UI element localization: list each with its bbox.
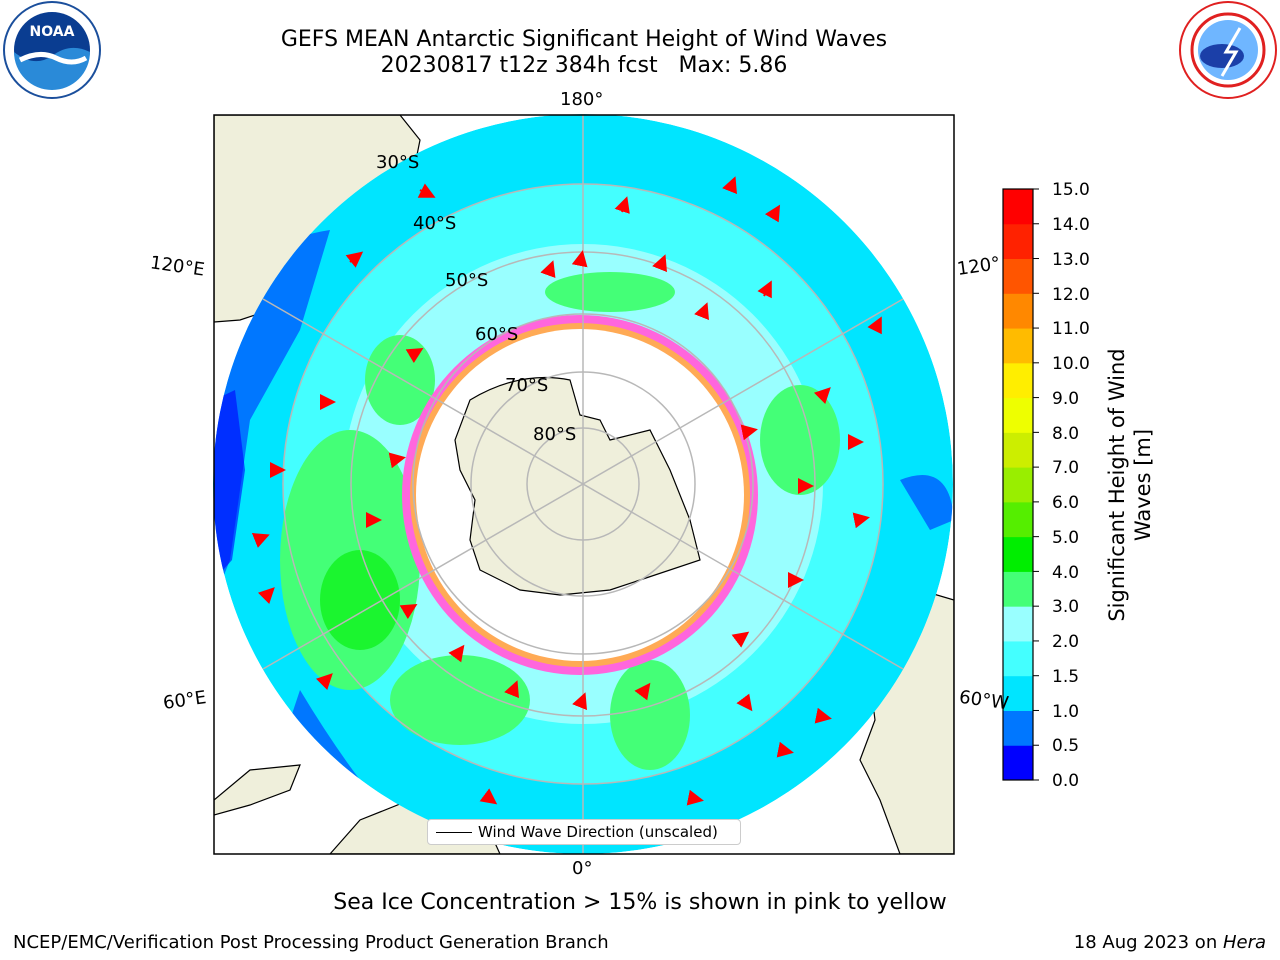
colorbar-tick: 13.0: [1052, 250, 1090, 270]
noaa-logo: NOAA: [3, 1, 101, 99]
map-frame: [213, 114, 955, 855]
footer-date: 18 Aug 2023 on Hera: [1074, 932, 1266, 953]
colorbar-tick: 11.0: [1052, 319, 1090, 339]
nws-logo: [1179, 1, 1277, 99]
colorbar-swatch: [1003, 710, 1033, 746]
lat-label-70s: 70°S: [505, 375, 549, 396]
footer-branch: NCEP/EMC/Verification Post Processing Pr…: [13, 932, 609, 953]
colorbar-label-line1: Significant Height of Wind: [1105, 348, 1129, 622]
colorbar-tick: 6.0: [1052, 493, 1080, 513]
colorbar-swatch: [1003, 328, 1033, 364]
colorbar-tick: 8.0: [1052, 424, 1080, 444]
colorbar-swatch: [1003, 293, 1033, 329]
lat-label-50s: 50°S: [445, 270, 489, 291]
lon-label-0: 0°: [572, 858, 593, 879]
colorbar-label: Significant Height of Wind Waves [m]: [1104, 335, 1156, 635]
legend-label: Wind Wave Direction (unscaled): [478, 823, 718, 841]
plot-title: GEFS MEAN Antarctic Significant Height o…: [280, 27, 888, 52]
legend-line-swatch: [436, 832, 472, 833]
lon-label-180: 180°: [560, 89, 604, 110]
colorbar-swatch: [1003, 432, 1033, 468]
colorbar-swatch: [1003, 606, 1033, 642]
colorbar-label-line2: Waves [m]: [1131, 428, 1155, 542]
colorbar-tick: 0.5: [1052, 736, 1080, 756]
colorbar-tick: 0.0: [1052, 771, 1080, 791]
graticule: [213, 114, 953, 854]
colorbar-tick: 9.0: [1052, 389, 1080, 409]
wave-height-field: [213, 114, 953, 854]
map-legend: Wind Wave Direction (unscaled): [427, 819, 741, 845]
wind-wave-arrows: [251, 176, 882, 806]
colorbar: [1002, 188, 1039, 781]
colorbar-tick: 14.0: [1052, 215, 1090, 235]
colorbar-tick: 2.0: [1052, 632, 1080, 652]
colorbar-tick: 1.0: [1052, 702, 1080, 722]
colorbar-tick: 12.0: [1052, 285, 1090, 305]
sea-ice-caption: Sea Ice Concentration > 15% is shown in …: [333, 890, 947, 915]
colorbar-tick: 5.0: [1052, 528, 1080, 548]
colorbar-tick: 7.0: [1052, 458, 1080, 478]
colorbar-swatch: [1003, 501, 1033, 538]
lat-label-60s: 60°S: [475, 324, 519, 345]
plot-subtitle: 20230817 t12z 384h fcst Max: 5.86: [380, 53, 788, 78]
colorbar-swatch: [1003, 397, 1033, 433]
lat-label-30s: 30°S: [376, 152, 420, 173]
colorbar-swatch: [1003, 571, 1033, 607]
colorbar-tick: 10.0: [1052, 354, 1090, 374]
colorbar-tick: 15.0: [1052, 180, 1090, 200]
footer-date-text: 18 Aug 2023 on: [1073, 932, 1223, 953]
lat-label-40s: 40°S: [413, 213, 457, 234]
svg-text:NOAA: NOAA: [30, 24, 75, 40]
colorbar-swatch: [1003, 745, 1033, 781]
colorbar-frame: [1002, 188, 1034, 781]
colorbar-swatch: [1003, 640, 1033, 677]
lat-label-80s: 80°S: [533, 424, 577, 445]
colorbar-swatch: [1003, 223, 1033, 260]
colorbar-swatch: [1003, 362, 1033, 399]
colorbar-swatch: [1003, 189, 1033, 225]
colorbar-swatch: [1003, 675, 1033, 711]
colorbar-swatch: [1003, 467, 1033, 503]
colorbar-swatch: [1003, 536, 1033, 572]
colorbar-tick: 4.0: [1052, 563, 1080, 583]
colorbar-swatch: [1003, 258, 1033, 294]
footer-host: Hera: [1222, 932, 1266, 953]
colorbar-tick: 3.0: [1052, 597, 1080, 617]
colorbar-tick: 1.5: [1052, 667, 1080, 687]
